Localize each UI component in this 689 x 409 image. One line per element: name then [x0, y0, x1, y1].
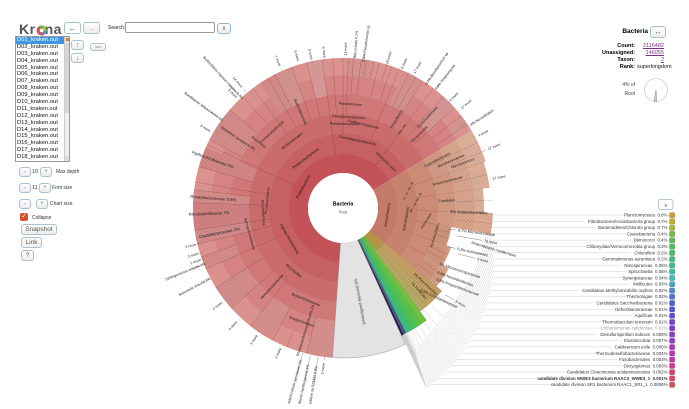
svg-text:Bartonella vinsonii 1%: Bartonella vinsonii 1% [178, 276, 212, 297]
svg-text:Candidatus Cloacimonas acidami: Candidatus Cloacimonas acidaminovorans 0… [567, 370, 668, 375]
svg-text:17 more: 17 more [487, 143, 501, 152]
svg-text:Spirochaetia 0.06%: Spirochaetia 0.06% [628, 269, 667, 274]
svg-text:candidate division SR1 bacteri: candidate division SR1 bacterium RAAC1_S… [551, 382, 668, 387]
svg-text:6 more: 6 more [449, 92, 460, 103]
svg-text:Chloroflexi 0.2%: Chloroflexi 0.2% [634, 250, 667, 255]
svg-text:Fusobacteriales 0.003%: Fusobacteriales 0.003% [619, 357, 667, 362]
svg-text:17 more: 17 more [413, 61, 423, 75]
svg-text:Fibrobacteres/Acidobacteria gr: Fibrobacteres/Acidobacteria group 0.7% [588, 219, 668, 224]
svg-text:0.9% Pseudomonas sp: 0.9% Pseudomonas sp [362, 25, 371, 62]
svg-text:Dictyoglomus 0.003%: Dictyoglomus 0.003% [624, 363, 668, 368]
svg-text:2 more: 2 more [274, 347, 282, 359]
svg-text:2% Nocardiopsis: 2% Nocardiopsis [470, 108, 495, 126]
svg-text:Cyanobacteria 0.4%: Cyanobacteria 0.4% [627, 231, 668, 236]
svg-text:Thermobaculum terrenum 0.01%: Thermobaculum terrenum 0.01% [602, 319, 667, 324]
svg-text:Nitrospiraceae 0.06%: Nitrospiraceae 0.06% [624, 263, 667, 268]
svg-text:5 more: 5 more [293, 50, 300, 62]
svg-text:Planctomycetes 0.8%: Planctomycetes 0.8% [624, 213, 668, 218]
svg-text:Candidatus Methylomirabilis ox: Candidatus Methylomirabilis oxyfera 0.02… [582, 288, 668, 293]
svg-text:17 more: 17 more [492, 174, 506, 180]
svg-text:Elusimicrobia 0.007%: Elusimicrobia 0.007% [624, 338, 668, 343]
svg-text:Desulfurispirillum indicum 0.: Desulfurispirillum indicum 0.009% [600, 332, 667, 337]
svg-text:Bacteria: Bacteria [333, 202, 354, 208]
svg-text:Deferribacteraceae 0.01%: Deferribacteraceae 0.01% [615, 307, 667, 312]
svg-text:3 more: 3 more [187, 252, 199, 259]
svg-text:Thermodesulfobacteriaceae 0.0: Thermodesulfobacteriaceae 0.004% [596, 351, 668, 356]
svg-text:0.7% Mycobacterium sp: 0.7% Mycobacterium sp [424, 52, 449, 86]
svg-text:4 more: 4 more [478, 129, 490, 138]
svg-text:Chlamydiae/Verrucomicrobia gro: Chlamydiae/Verrucomicrobia group 0.3% [586, 244, 667, 249]
svg-text:Deinococci 0.4%: Deinococci 0.4% [634, 238, 668, 243]
svg-text:candidate division WWE3 bacter: candidate division WWE3 bacterium RAAC2_… [537, 376, 667, 381]
svg-text:Glycocaulis 0.1%: Glycocaulis 0.1% [353, 30, 359, 59]
svg-text:Ramlibacter tataouinensis 1%: Ramlibacter tataouinensis 1% [183, 91, 224, 123]
svg-text:Bacteroidetes/Chlorobi group: Bacteroidetes/Chlorobi group 0.7% [598, 225, 667, 230]
svg-text:17 more: 17 more [460, 99, 473, 111]
svg-text:5 more: 5 more [321, 363, 326, 375]
svg-text:3 more: 3 more [307, 49, 313, 61]
svg-text:3 more: 3 more [185, 243, 197, 250]
svg-text:18 more: 18 more [385, 51, 393, 65]
svg-text:7 more: 7 more [273, 55, 281, 67]
svg-text:5 more: 5 more [228, 320, 239, 331]
svg-text:0.3% Actinoplanes: 0.3% Actinoplanes [457, 247, 488, 257]
svg-text:Root: Root [339, 210, 349, 215]
svg-text:Caldisericum exile 0.005%: Caldisericum exile 0.005% [615, 345, 668, 350]
svg-text:Sphingomonas wittichii 1%: Sphingomonas wittichii 1% [165, 261, 207, 281]
svg-text:Mollicutes 0.03%: Mollicutes 0.03% [633, 282, 668, 287]
svg-text:Burkholderia cepacia complex: Burkholderia cepacia complex 0.7% [202, 56, 244, 101]
svg-text:Aquificae 0.01%: Aquificae 0.01% [635, 313, 668, 318]
svg-text:Synergistaceae 0.04%: Synergistaceae 0.04% [622, 275, 667, 280]
svg-text:Gemmatimonas aurantiaca 0.2%: Gemmatimonas aurantiaca 0.2% [602, 257, 667, 262]
svg-text:4 more: 4 more [249, 334, 259, 346]
svg-text:8 more: 8 more [199, 124, 211, 133]
svg-text:6 more: 6 more [400, 58, 408, 70]
svg-text:Candidatus Saccharibacteria 0: Candidatus Saccharibacteria 0.01% [596, 301, 667, 306]
svg-text:Thermotogae 0.02%: Thermotogae 0.02% [626, 294, 667, 299]
svg-text:4 more: 4 more [212, 301, 223, 311]
svg-text:12 more: 12 more [344, 42, 348, 55]
svg-text:Chthonomonas calidirosea 0.01: Chthonomonas calidirosea 0.01% [601, 326, 668, 331]
svg-text:5 more: 5 more [321, 46, 326, 58]
